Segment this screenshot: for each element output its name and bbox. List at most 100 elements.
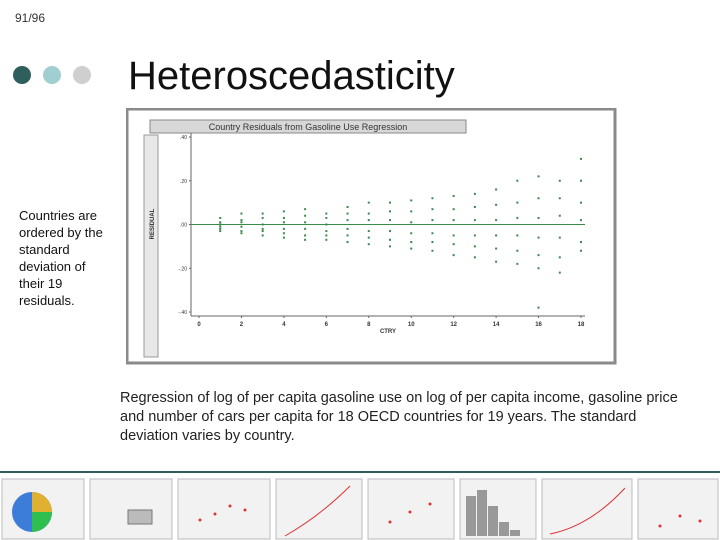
point [261, 227, 264, 230]
y-tick-label: .20 [180, 179, 187, 185]
point [304, 214, 307, 217]
point [580, 249, 582, 252]
point [325, 216, 328, 219]
y-axis-title: RESIDUAL [150, 208, 156, 239]
point [452, 208, 455, 211]
point [410, 232, 413, 235]
point [537, 254, 540, 257]
x-tick-label: 16 [535, 322, 542, 328]
point [558, 256, 561, 259]
point [346, 227, 349, 230]
dot [43, 66, 61, 84]
point [219, 225, 222, 228]
thumb-curve [549, 487, 626, 535]
point [325, 234, 328, 237]
x-tick-label: 6 [325, 322, 329, 328]
thumb-pie-slice [32, 492, 52, 512]
point [367, 230, 370, 233]
point [452, 219, 455, 222]
chart-frame [126, 108, 617, 365]
caption: Regression of log of per capita gasoline… [120, 390, 678, 444]
point [580, 179, 582, 182]
point [452, 234, 455, 237]
point [495, 219, 498, 222]
point [240, 225, 243, 228]
point [219, 227, 222, 230]
x-axis-title: CTRY [380, 329, 396, 335]
point [516, 262, 519, 265]
point [431, 219, 434, 222]
point [240, 221, 243, 224]
point [580, 219, 582, 222]
point [452, 243, 455, 246]
y-tick-label: .00 [180, 223, 187, 229]
point [261, 216, 264, 219]
thumbnail [275, 478, 363, 540]
x-tick-label: 10 [408, 322, 415, 328]
point [431, 241, 434, 243]
point [389, 245, 391, 248]
point [580, 241, 582, 243]
point [346, 212, 349, 215]
point [304, 234, 307, 237]
point [431, 208, 434, 211]
y-tick-label: .40 [180, 135, 187, 141]
point [495, 203, 498, 206]
point [282, 216, 285, 219]
point [558, 197, 561, 200]
point [558, 179, 561, 182]
point [367, 201, 370, 204]
point [367, 212, 370, 215]
point [282, 221, 285, 224]
point [410, 221, 413, 224]
point [516, 201, 519, 204]
point [410, 210, 413, 213]
point [431, 249, 434, 252]
point [537, 216, 540, 219]
point [346, 219, 349, 222]
point [282, 227, 285, 230]
point [240, 232, 243, 235]
point [389, 219, 391, 222]
point [240, 230, 243, 233]
point [282, 210, 285, 213]
point [325, 223, 328, 226]
thumb-box [127, 509, 153, 525]
point [346, 241, 349, 243]
thumbnail [541, 478, 633, 540]
dot [13, 66, 31, 84]
thumbnail-strip [1, 478, 719, 540]
point [558, 271, 561, 274]
point [495, 260, 498, 263]
point [325, 230, 328, 233]
point [431, 232, 434, 235]
point [261, 212, 264, 215]
decor-dots [13, 66, 91, 84]
point [537, 175, 540, 178]
point [304, 221, 307, 224]
point [558, 214, 561, 217]
point [389, 210, 391, 213]
point [473, 256, 476, 259]
y-tick-label: -.20 [178, 266, 187, 272]
x-tick-label: 8 [367, 322, 371, 328]
point [219, 230, 222, 233]
point [325, 238, 328, 241]
thumbnail [367, 478, 455, 540]
point [410, 199, 413, 202]
chart-title: Country Residuals from Gasoline Use Regr… [209, 122, 408, 132]
point [537, 236, 540, 239]
x-tick-label: 18 [578, 322, 585, 328]
point [367, 243, 370, 246]
chart: Country Residuals from Gasoline Use Regr… [126, 108, 617, 365]
point [219, 221, 222, 224]
x-tick-label: 12 [450, 322, 457, 328]
point [304, 208, 307, 211]
point [367, 219, 370, 222]
point [452, 195, 455, 198]
thumb-pie-slice [32, 512, 52, 532]
point [473, 219, 476, 222]
point [219, 223, 222, 226]
point [537, 267, 540, 270]
page-number: 91/96 [15, 11, 46, 25]
